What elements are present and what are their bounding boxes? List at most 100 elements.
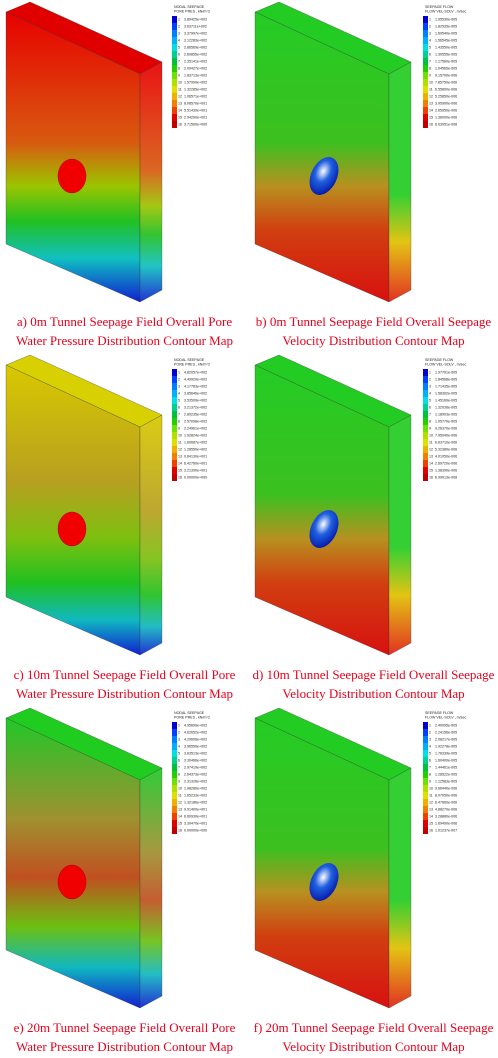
legend-value: 1.12583e-005 [435,780,457,784]
legend-index: 11 [429,794,433,798]
legend-value: 9.15700e-006 [435,74,457,78]
legend-swatch [172,722,177,729]
legend-index: 2 [429,25,431,29]
legend-index: 8 [429,773,431,777]
legend-value: 9.64130e+001 [184,455,207,459]
legend-swatch [172,750,177,757]
legend-swatch [172,460,177,467]
legend-title: FLOW VEL-SOLV , m/sec [425,10,466,14]
legend-index: 15 [178,822,182,826]
legend-index: 2 [178,25,180,29]
legend-title: FLOW VEL-SOLV , m/sec [425,716,466,720]
legend-index: 2 [178,731,180,735]
legend-value: 1.69540e-005 [435,32,457,36]
legend-index: 6 [429,759,431,763]
legend-index: 13 [429,808,433,812]
legend-index: 14 [429,462,433,466]
legend-value: 3.21372e+002 [184,406,207,410]
legend-value: 4.88270e-006 [435,808,457,812]
legend-index: 6 [178,406,180,410]
legend-swatch [423,446,428,453]
legend-swatch [423,813,428,820]
legend-swatch [423,114,428,121]
caption: a) 0m Tunnel Seepage Field Overall Pore [17,314,232,329]
legend-swatch [423,100,428,107]
legend-swatch [172,771,177,778]
tunnel [309,157,339,195]
legend-value: 6.03051e-008 [435,123,457,127]
tunnel [309,510,339,548]
legend-swatch [423,425,428,432]
legend-swatch [172,446,177,453]
legend-index: 7 [429,766,431,770]
legend-swatch [172,757,177,764]
legend-index: 9 [429,427,431,431]
legend-swatch [423,729,428,736]
legend-swatch [423,474,428,481]
legend-index: 15 [429,822,433,826]
legend-value: 1.60687e+002 [184,441,207,445]
legend-value: 5.32380e-006 [435,448,457,452]
legend-index: 14 [178,109,182,113]
legend-swatch [423,411,428,418]
legend-swatch [172,23,177,30]
tunnel [57,864,87,900]
legend-index: 1 [429,18,431,22]
legend-value: 1.44461e-005 [435,766,457,770]
legend-value: 2.40095e-005 [435,724,457,728]
legend-index: 5 [178,46,180,50]
legend-swatch [423,86,428,93]
legend-swatch [172,51,177,58]
legend-index: 8 [178,67,180,71]
legend-index: 2 [429,731,431,735]
legend-value: 1.98280e+002 [184,787,207,791]
legend-swatch [172,30,177,37]
legend-value: 2.08217e-005 [435,738,457,742]
legend-value: 1.69490e-006 [435,822,457,826]
legend-value: 2.89235e+002 [184,413,207,417]
legend-index: 13 [429,455,433,459]
legend-index: 3 [178,32,180,36]
legend-index: 13 [178,455,182,459]
legend-swatch [423,16,428,23]
legend-value: 1.84568e-005 [435,378,457,382]
legend-index: 13 [429,102,433,106]
legend-value: 4.29606e+002 [184,738,207,742]
legend-value: 1.06571e+002 [184,95,207,99]
legend-swatch [423,397,428,404]
legend-swatch [172,93,177,100]
legend-index: 16 [429,476,433,480]
caption: d) 10m Tunnel Seepage Field Overall Seep… [253,667,495,682]
legend-swatch [423,107,428,114]
slab-side [139,767,163,1009]
legend-swatch [172,474,177,481]
legend-swatch [172,827,177,834]
legend-swatch [423,65,428,72]
legend-swatch [423,806,428,813]
legend-index: 9 [178,780,180,784]
legend-value: 7.95040e-006 [435,434,457,438]
legend-index: 8 [429,67,431,71]
legend-index: 1 [178,371,180,375]
legend-swatch [423,432,428,439]
legend-index: 7 [178,60,180,64]
legend-value: 3.28880e-006 [435,815,457,819]
legend-value: 2.35141e+002 [184,60,207,64]
legend-title: SEEPAGE FLOW [425,358,454,362]
caption: Velocity Distribution Contour Map [282,686,464,701]
legend-swatch [172,58,177,65]
legend-title: SEEPAGE FLOW [425,5,454,9]
legend-swatch [423,453,428,460]
legend-index: 6 [178,759,180,763]
legend-swatch [423,757,428,764]
legend-swatch [423,460,428,467]
legend-title: SEEPAGE FLOW [425,711,454,715]
legend-swatch [172,86,177,93]
legend-swatch [172,792,177,799]
legend-swatch [172,100,177,107]
legend-value: 1.30555e-005 [435,53,457,57]
legend-value: 5.25850e-006 [435,95,457,99]
